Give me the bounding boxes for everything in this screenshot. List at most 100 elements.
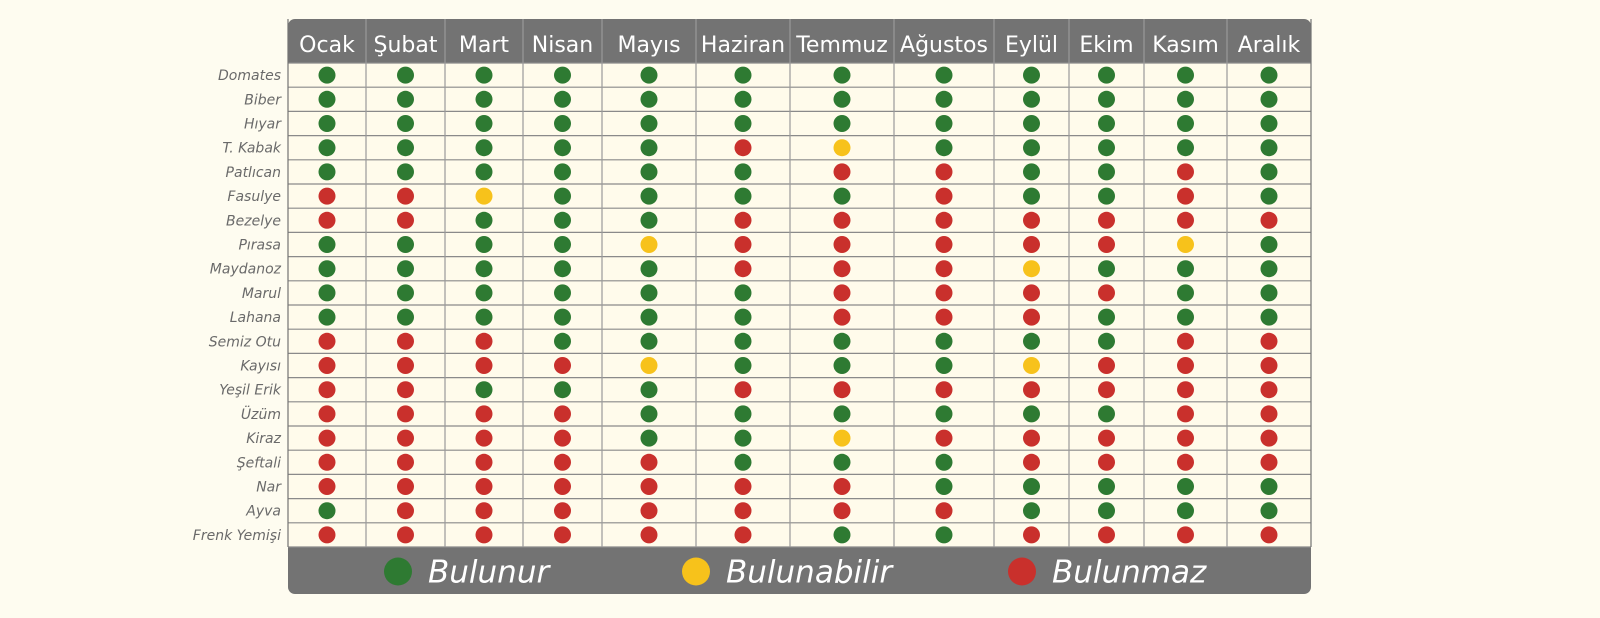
availability-dot (397, 236, 414, 253)
availability-dot (475, 236, 493, 253)
availability-dot (1023, 332, 1040, 350)
availability-dot (1098, 211, 1115, 229)
availability-dot (833, 211, 851, 229)
availability-dot (554, 260, 571, 278)
availability-dot (1260, 163, 1278, 181)
availability-dot (640, 429, 658, 447)
availability-dot (1177, 502, 1194, 520)
availability-dot (1177, 236, 1194, 253)
availability-dot (935, 260, 953, 278)
availability-dot (935, 115, 953, 132)
availability-dot (1023, 211, 1040, 229)
availability-dot (475, 260, 493, 278)
availability-dot (554, 236, 571, 253)
availability-dot (1098, 90, 1115, 108)
availability-dot (475, 429, 493, 447)
row-label: Fasulye (227, 189, 281, 205)
row-label: Marul (242, 286, 281, 302)
availability-dot (833, 139, 851, 157)
legend-dot (682, 557, 710, 586)
availability-dot (554, 66, 571, 84)
row-label: Kiraz (246, 431, 281, 447)
row-label: Maydanoz (210, 262, 282, 278)
availability-dot (1023, 478, 1040, 495)
availability-dot (554, 502, 571, 520)
availability-dot (833, 453, 851, 471)
availability-dot (833, 115, 851, 132)
availability-dot (1260, 260, 1278, 278)
availability-dot (734, 478, 752, 495)
availability-dot (475, 211, 493, 229)
month-header: Ağustos (900, 33, 988, 58)
availability-dot (833, 284, 851, 302)
availability-dot (833, 308, 851, 326)
availability-dot (1098, 526, 1115, 544)
availability-dot (397, 308, 414, 326)
availability-dot (1023, 115, 1040, 132)
availability-dot (1098, 308, 1115, 326)
availability-dot (1177, 478, 1194, 495)
availability-dot (935, 502, 953, 520)
availability-dot (318, 187, 336, 205)
availability-dot (397, 429, 414, 447)
availability-dot (397, 502, 414, 520)
availability-dot (1260, 66, 1278, 84)
availability-dot (1177, 381, 1194, 399)
availability-dot (554, 357, 571, 374)
row-label: Bezelye (226, 213, 281, 229)
availability-dot (640, 526, 658, 544)
availability-dot (475, 139, 493, 157)
availability-dot (935, 332, 953, 350)
availability-dot (475, 381, 493, 399)
row-label: Biber (244, 92, 282, 108)
availability-dot (1098, 453, 1115, 471)
availability-dot (318, 429, 336, 447)
availability-dot (475, 357, 493, 374)
availability-dot (318, 115, 336, 132)
availability-dot (554, 163, 571, 181)
availability-dot (397, 284, 414, 302)
availability-dot (833, 429, 851, 447)
availability-dot (318, 284, 336, 302)
availability-dot (475, 284, 493, 302)
availability-dot (1023, 66, 1040, 84)
availability-dot (554, 332, 571, 350)
availability-dot (640, 381, 658, 399)
availability-dot (734, 90, 752, 108)
availability-dot (935, 66, 953, 84)
availability-dot (397, 187, 414, 205)
availability-dot (1177, 187, 1194, 205)
availability-dot (1098, 332, 1115, 350)
availability-dot (554, 211, 571, 229)
availability-dot (1023, 163, 1040, 181)
availability-dot (1098, 381, 1115, 399)
availability-dot (833, 66, 851, 84)
availability-dot (1177, 163, 1194, 181)
row-label: Nar (256, 480, 282, 496)
availability-dot (397, 163, 414, 181)
availability-dot (1098, 66, 1115, 84)
availability-dot (935, 405, 953, 423)
availability-dot (640, 357, 658, 374)
availability-dot (475, 90, 493, 108)
availability-dot (640, 478, 658, 495)
availability-dot (1098, 284, 1115, 302)
availability-dot (640, 308, 658, 326)
availability-dot (833, 90, 851, 108)
availability-dot (833, 332, 851, 350)
availability-dot (935, 90, 953, 108)
availability-dot (1098, 163, 1115, 181)
availability-dot (1098, 187, 1115, 205)
legend-label: Bulunmaz (1052, 555, 1207, 591)
availability-dot (554, 308, 571, 326)
availability-dot (318, 236, 336, 253)
row-label: Üzüm (241, 405, 281, 423)
availability-dot (1023, 502, 1040, 520)
availability-dot (734, 381, 752, 399)
availability-dot (554, 405, 571, 423)
availability-dot (1023, 90, 1040, 108)
availability-dot (833, 381, 851, 399)
month-header: Şubat (374, 33, 438, 58)
availability-dot (1260, 357, 1278, 374)
availability-dot (734, 502, 752, 520)
